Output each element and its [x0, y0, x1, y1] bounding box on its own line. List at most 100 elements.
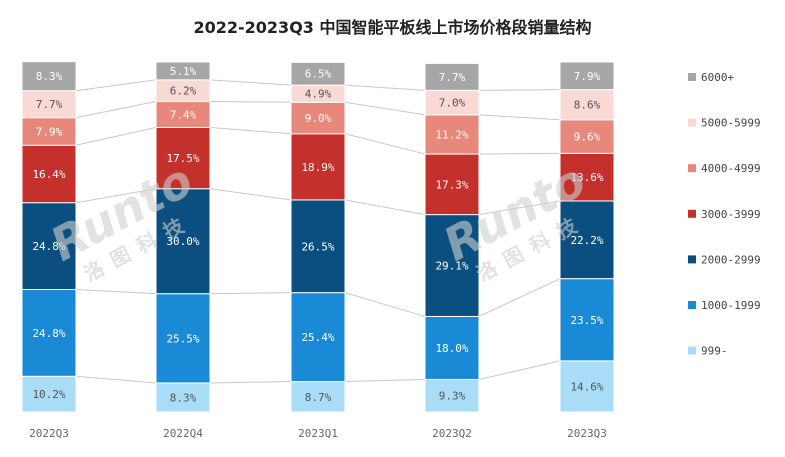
connector-line: [75, 101, 157, 119]
connector-line: [478, 360, 561, 380]
data-label: 24.8%: [32, 327, 65, 340]
bar-segment: [21, 144, 77, 204]
data-label: 9.0%: [305, 112, 332, 125]
data-label: 26.5%: [301, 240, 334, 253]
bar-segment: [155, 101, 211, 128]
bar-segment: [424, 214, 480, 317]
legend-swatch: [688, 209, 696, 218]
data-label: 4.9%: [305, 88, 332, 101]
data-label: 7.9%: [574, 70, 601, 83]
legend-swatch: [688, 73, 696, 81]
legend-swatch: [688, 255, 696, 264]
legend-label: 4000-4999: [701, 162, 761, 175]
data-label: 18.9%: [301, 161, 334, 174]
connector-line: [209, 381, 292, 384]
bar-segment: [155, 382, 211, 413]
bar-segment: [155, 126, 211, 190]
connector-line: [478, 114, 561, 121]
segment-labels: 10.2% 24.8% 24.8% 16.4% 7.9% 7.7% 8.3% 8.3% 25.5…: [32, 65, 603, 405]
data-label: 9.3%: [439, 390, 466, 403]
connector-lines: [75, 79, 561, 384]
bar-segment: [155, 61, 211, 81]
data-label: 18.0%: [435, 342, 468, 355]
data-label: 6.2%: [170, 85, 197, 98]
connector-line: [75, 375, 157, 384]
data-label: 8.7%: [305, 391, 332, 404]
legend-swatch: [688, 301, 696, 309]
data-label: 24.8%: [32, 240, 65, 253]
connector-line: [478, 278, 561, 317]
bar-segment: [155, 188, 211, 295]
category-tick-label: 2023Q3: [567, 427, 607, 440]
bar-segment: [290, 101, 346, 135]
data-label: 13.6%: [570, 171, 603, 184]
connector-line: [209, 79, 292, 86]
data-label: 8.6%: [574, 99, 601, 112]
connector-line: [75, 188, 157, 204]
bar-segment: [559, 278, 615, 362]
category-tick-label: 2023Q2: [432, 427, 472, 440]
connector-line: [209, 292, 292, 295]
data-label: 11.2%: [435, 128, 468, 141]
data-label: 9.6%: [574, 131, 601, 144]
bar-segment: [559, 119, 615, 154]
legend: 6000+ 5000-5999 4000-4999 3000-3999 2000-299…: [688, 71, 761, 358]
legend-label: 2000-2999: [701, 253, 761, 266]
connector-line: [209, 101, 292, 103]
category-axis: 2022Q3 2022Q4 2023Q1 2023Q2 2023Q3: [29, 427, 607, 440]
bar-segment: [21, 202, 77, 290]
legend-label: 999-: [701, 345, 728, 358]
connector-line: [75, 79, 157, 92]
data-label: 8.3%: [170, 391, 197, 404]
data-label: 16.4%: [32, 168, 65, 181]
chart-title: 2022-2023Q3 中国智能平板线上市场价格段销量结构: [193, 18, 592, 37]
data-label: 6.5%: [305, 68, 332, 81]
bar-segment: [559, 200, 615, 280]
legend-swatch: [688, 346, 696, 355]
bar-segment: [21, 61, 77, 92]
connector-line: [209, 188, 292, 201]
bar-segment: [424, 378, 480, 413]
connector-line: [344, 84, 426, 91]
connector-line: [344, 101, 426, 116]
legend-label: 5000-5999: [701, 117, 761, 130]
connector-line: [75, 289, 157, 295]
connector-line: [478, 89, 561, 91]
bar-segment: [559, 89, 615, 121]
data-label: 25.4%: [301, 331, 334, 344]
category-tick-label: 2022Q4: [163, 427, 203, 440]
connector-line: [478, 152, 561, 155]
bar-segment: [290, 61, 346, 86]
bar-segment: [21, 289, 77, 377]
data-label: 5.1%: [170, 65, 197, 78]
bars: [21, 61, 615, 413]
bar-segment: [424, 89, 480, 116]
bar-segment: [290, 199, 346, 294]
data-label: 23.5%: [570, 314, 603, 327]
data-label: 7.0%: [439, 97, 466, 110]
category-tick-label: 2023Q1: [298, 427, 338, 440]
bar-segment: [21, 90, 77, 119]
connector-line: [344, 378, 426, 383]
connector-line: [344, 133, 426, 155]
data-label: 30.0%: [166, 235, 199, 248]
data-label: 7.7%: [439, 71, 466, 84]
bar-segment: [21, 375, 77, 413]
data-label: 29.1%: [435, 260, 468, 273]
connector-line: [478, 200, 561, 216]
data-label: 22.2%: [570, 234, 603, 247]
data-label: 10.2%: [32, 388, 65, 401]
category-tick-label: 2022Q3: [29, 427, 69, 440]
connector-line: [344, 292, 426, 317]
data-label: 7.4%: [170, 109, 197, 122]
data-label: 7.7%: [36, 98, 63, 111]
legend-swatch: [688, 118, 696, 127]
connector-line: [75, 126, 157, 146]
bar-segment: [424, 62, 480, 91]
data-label: 7.9%: [36, 125, 63, 138]
legend-label: 1000-1999: [701, 299, 761, 312]
data-label: 25.5%: [166, 332, 199, 345]
legend-swatch: [688, 164, 696, 173]
connector-line: [344, 199, 426, 216]
